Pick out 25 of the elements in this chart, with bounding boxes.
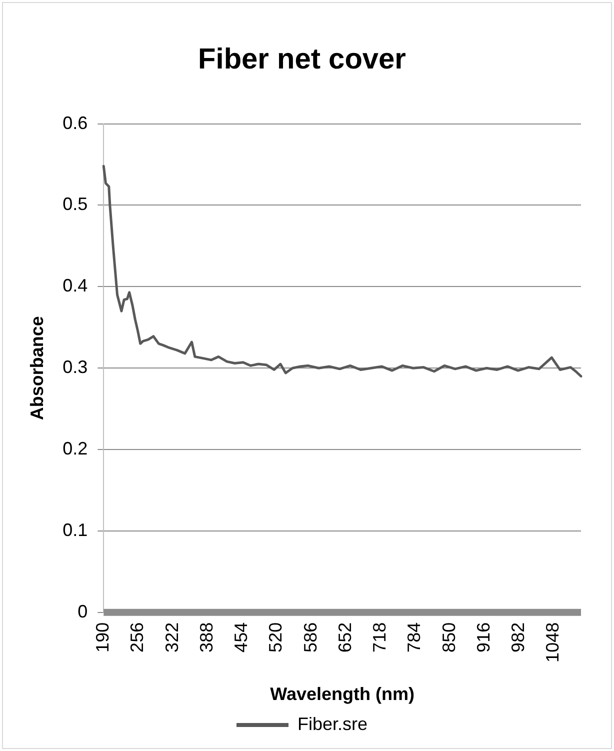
y-tick-label: 0.3 [62,357,88,378]
x-tick-label: 256 [127,622,148,652]
x-tick-label: 850 [438,622,459,652]
legend-label: Fiber.sre [297,714,368,734]
x-tick-label: 982 [508,622,528,652]
x-tick-label: 520 [266,622,286,652]
y-tick-label: 0 [78,601,88,622]
x-tick-label: 652 [334,622,355,652]
chart-title: Fiber net cover [198,43,406,76]
x-tick-label: 388 [196,622,216,652]
x-tick-label: 784 [404,622,424,652]
x-tick-label: 454 [231,622,252,652]
x-tick-label: 190 [92,622,113,652]
y-tick-label: 0.5 [62,194,88,214]
y-tick-label: 0.6 [62,112,88,133]
x-tick-label: 718 [370,622,390,652]
x-tick-label: 586 [300,622,320,652]
x-tick-label: 916 [473,622,494,652]
y-tick-label: 0.4 [62,276,88,296]
x-tick-label: 1048 [542,622,563,662]
x-tick-label: 322 [162,622,182,652]
x-axis-title: Wavelength (nm) [270,684,414,704]
y-tick-label: 0.2 [62,438,88,458]
y-axis-title: Absorbance [26,316,47,420]
y-tick-label: 0.1 [62,520,88,540]
